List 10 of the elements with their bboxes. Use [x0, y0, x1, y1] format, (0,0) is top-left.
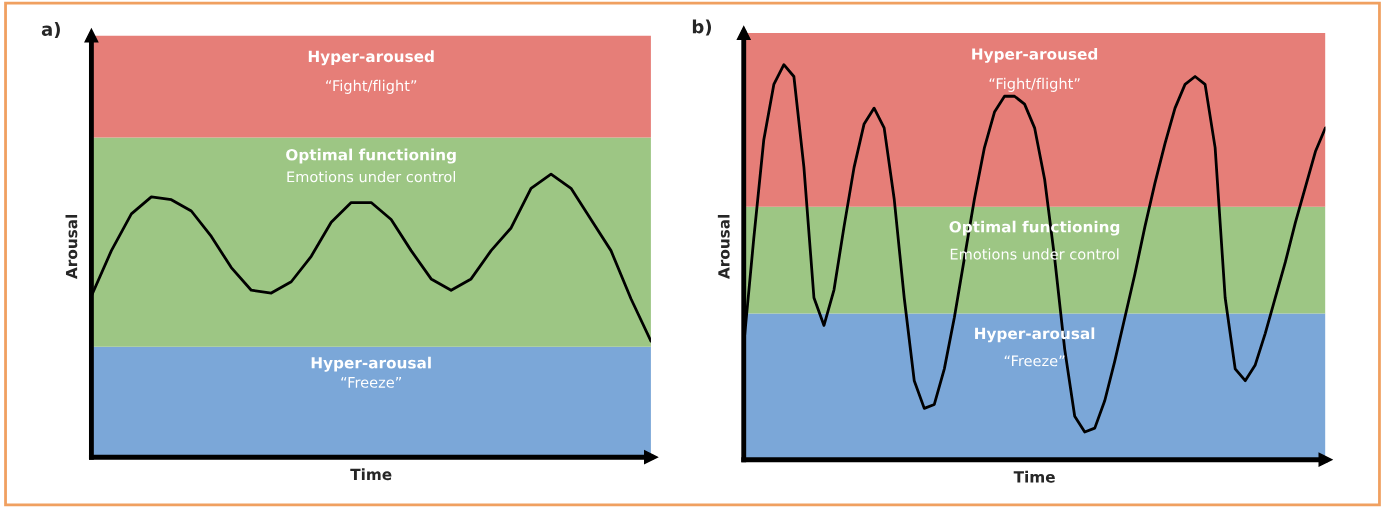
band-label: Hyper-arousal “Freeze” [311, 356, 431, 388]
chart-title: b) [692, 19, 712, 36]
chart-title: a) [41, 21, 60, 39]
y-axis-title: Arousal [717, 214, 730, 279]
x-axis-title: Time [1013, 470, 1055, 483]
x-axis-title: Time [350, 468, 392, 481]
y-axis-title: Arousal [65, 214, 78, 279]
band-label: Optimal functioning Emotions under control [286, 148, 456, 183]
band-label: Hyper-aroused “Fight/flight” [308, 50, 434, 94]
band-label: Hyper-aroused “Fight/flight” [972, 47, 1098, 92]
